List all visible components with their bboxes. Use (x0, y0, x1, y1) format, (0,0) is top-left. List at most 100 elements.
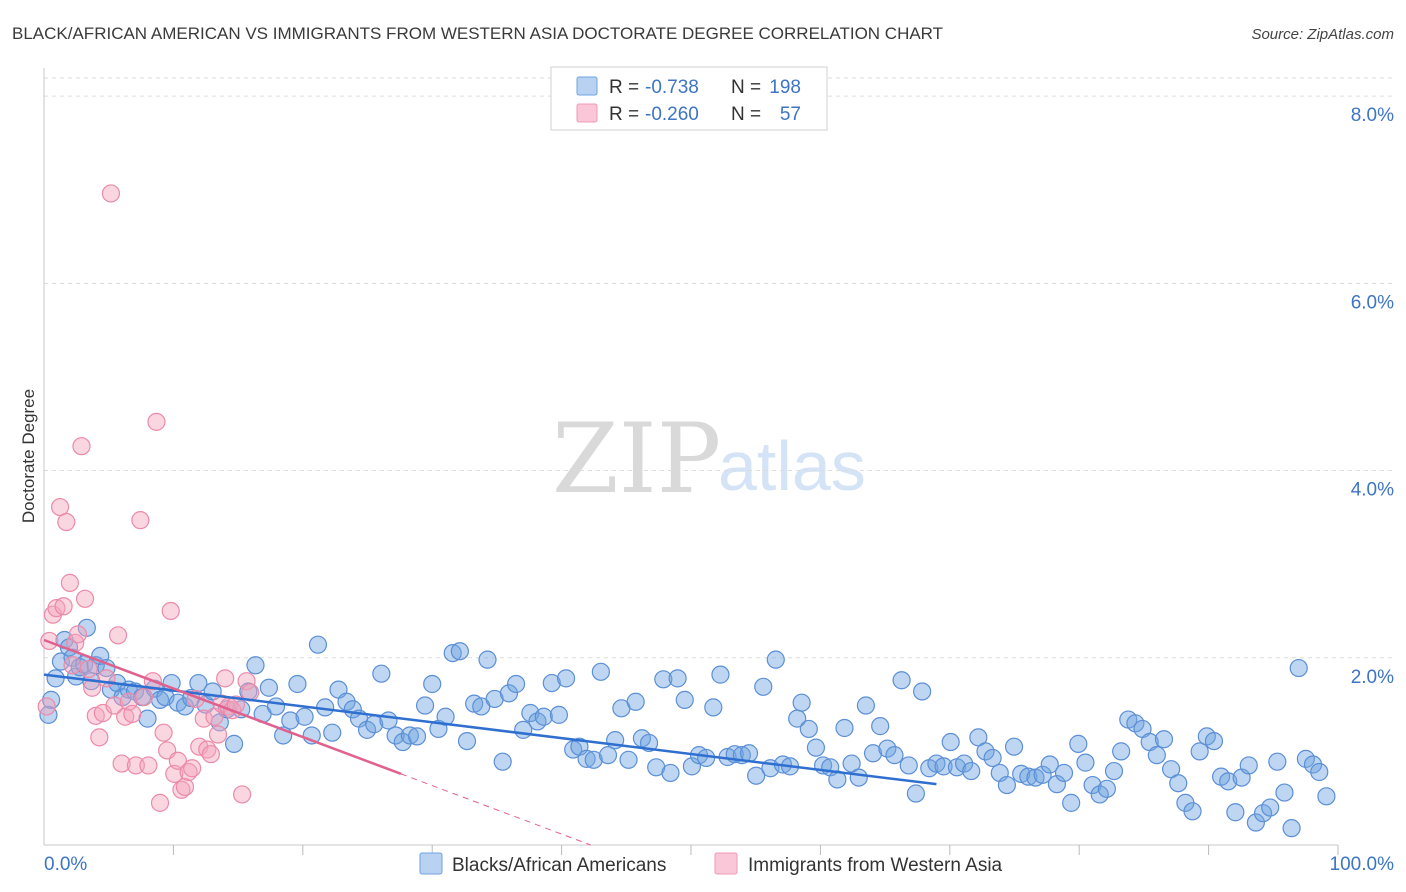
blue-point-136 (941, 732, 960, 752)
blue-point-108 (747, 766, 766, 785)
blue-point-134 (927, 754, 946, 773)
trend-line-pink-extension (400, 773, 591, 846)
blue-point-70 (478, 650, 497, 669)
blue-point-99 (682, 757, 701, 776)
blue-point-74 (506, 674, 526, 694)
blue-point-166 (1154, 730, 1174, 749)
blue-point-95 (654, 670, 673, 689)
legend: R = -0.738 N = 198 R = -0.260 N = 57 (550, 66, 828, 131)
blue-point-182 (1268, 752, 1287, 771)
pink-point-13 (79, 659, 98, 679)
blue-point-10 (77, 618, 96, 637)
blue-point-101 (697, 748, 716, 768)
blue-point-97 (668, 669, 687, 688)
blue-point-96 (661, 763, 680, 783)
y-tick-label-3: 8.0% (1351, 105, 1394, 126)
y-tick-label-2: 6.0% (1351, 292, 1394, 313)
blue-point-152 (1054, 763, 1074, 783)
pink-point-7 (60, 573, 79, 592)
blue-point-168 (1169, 774, 1188, 793)
bottom-legend-swatch-pink (714, 852, 738, 875)
blue-point-67 (457, 731, 477, 751)
pink-point-16 (90, 728, 109, 747)
blue-point-80 (549, 705, 569, 724)
legend-r-value-0: -0.738 (645, 77, 699, 98)
legend-n-label-0: N = (731, 77, 761, 98)
blue-point-65 (443, 643, 462, 663)
blue-point-181 (1261, 798, 1280, 817)
blue-point-129 (892, 671, 911, 690)
blue-point-68 (465, 694, 484, 713)
blue-point-146 (1012, 764, 1031, 783)
trend-line-blue (43, 673, 937, 786)
watermark-zip: ZIP (552, 403, 721, 515)
y-axis-label: Doctorate Degree (19, 389, 38, 523)
chart-source: Source: ZipAtlas.com (1251, 26, 1394, 43)
pink-point-31 (147, 412, 166, 431)
blue-point-149 (1033, 765, 1052, 784)
blue-point-165 (1147, 746, 1166, 765)
blue-point-132 (913, 682, 932, 701)
blue-point-131 (906, 784, 925, 803)
x-ticks (172, 845, 1339, 855)
blue-point-46 (308, 635, 328, 654)
blue-point-121 (835, 718, 854, 738)
blue-point-185 (1289, 658, 1308, 678)
blue-point-147 (1019, 767, 1038, 786)
blue-point-188 (1310, 762, 1329, 782)
x-tick-label-max: 100.0% (1330, 854, 1395, 875)
pink-point-8 (63, 656, 82, 675)
pink-point-20 (105, 696, 124, 715)
blue-point-178 (1239, 756, 1258, 775)
blue-point-173 (1204, 731, 1224, 751)
blue-point-154 (1069, 734, 1088, 753)
watermark-atlas: atlas (718, 427, 866, 505)
legend-r-label-0: R = (609, 77, 639, 98)
blue-point-148 (1026, 768, 1045, 787)
blue-point-43 (288, 674, 307, 694)
blue-point-170 (1183, 802, 1202, 821)
legend-swatch-blue (576, 76, 598, 96)
pink-point-23 (116, 707, 135, 726)
blue-point-90 (619, 750, 638, 769)
blue-point-86 (591, 662, 610, 681)
blue-point-98 (675, 690, 694, 709)
blue-point-81 (556, 669, 576, 688)
blue-point-73 (499, 684, 519, 703)
blue-point-111 (766, 650, 785, 669)
blue-point-44 (295, 707, 314, 726)
blue-point-91 (626, 692, 645, 711)
pink-point-41 (183, 759, 202, 778)
blue-point-59 (400, 726, 419, 745)
legend-r-label-1: R = (609, 104, 639, 125)
blue-point-34 (224, 734, 244, 753)
data-points (37, 184, 1336, 838)
gridlines (44, 77, 1394, 659)
x-tick-label-min: 0.0% (44, 854, 87, 875)
pink-point-14 (83, 678, 102, 697)
pink-point-12 (75, 589, 95, 608)
blue-point-160 (1112, 742, 1131, 761)
blue-point-115 (792, 693, 811, 712)
pink-point-11 (72, 437, 91, 456)
trend-line-pink (43, 638, 402, 776)
blue-point-127 (878, 739, 897, 758)
blue-point-117 (806, 738, 826, 757)
blue-point-123 (849, 768, 868, 787)
blue-point-135 (934, 757, 953, 776)
pink-point-0 (37, 697, 56, 716)
y-tick-label-0: 2.0% (1351, 667, 1394, 688)
blue-point-139 (962, 761, 981, 781)
pink-point-19 (101, 184, 121, 203)
blue-point-150 (1040, 755, 1059, 774)
blue-point-153 (1062, 793, 1081, 812)
blue-point-42 (281, 711, 300, 730)
blue-point-179 (1246, 813, 1265, 832)
blue-point-151 (1047, 775, 1066, 794)
pink-point-6 (57, 512, 76, 532)
pink-point-27 (131, 511, 150, 530)
bottom-legend-label-pink: Immigrants from Western Asia (748, 855, 1003, 876)
blue-point-183 (1275, 783, 1294, 802)
blue-point-156 (1083, 775, 1102, 795)
blue-point-29 (189, 673, 208, 693)
